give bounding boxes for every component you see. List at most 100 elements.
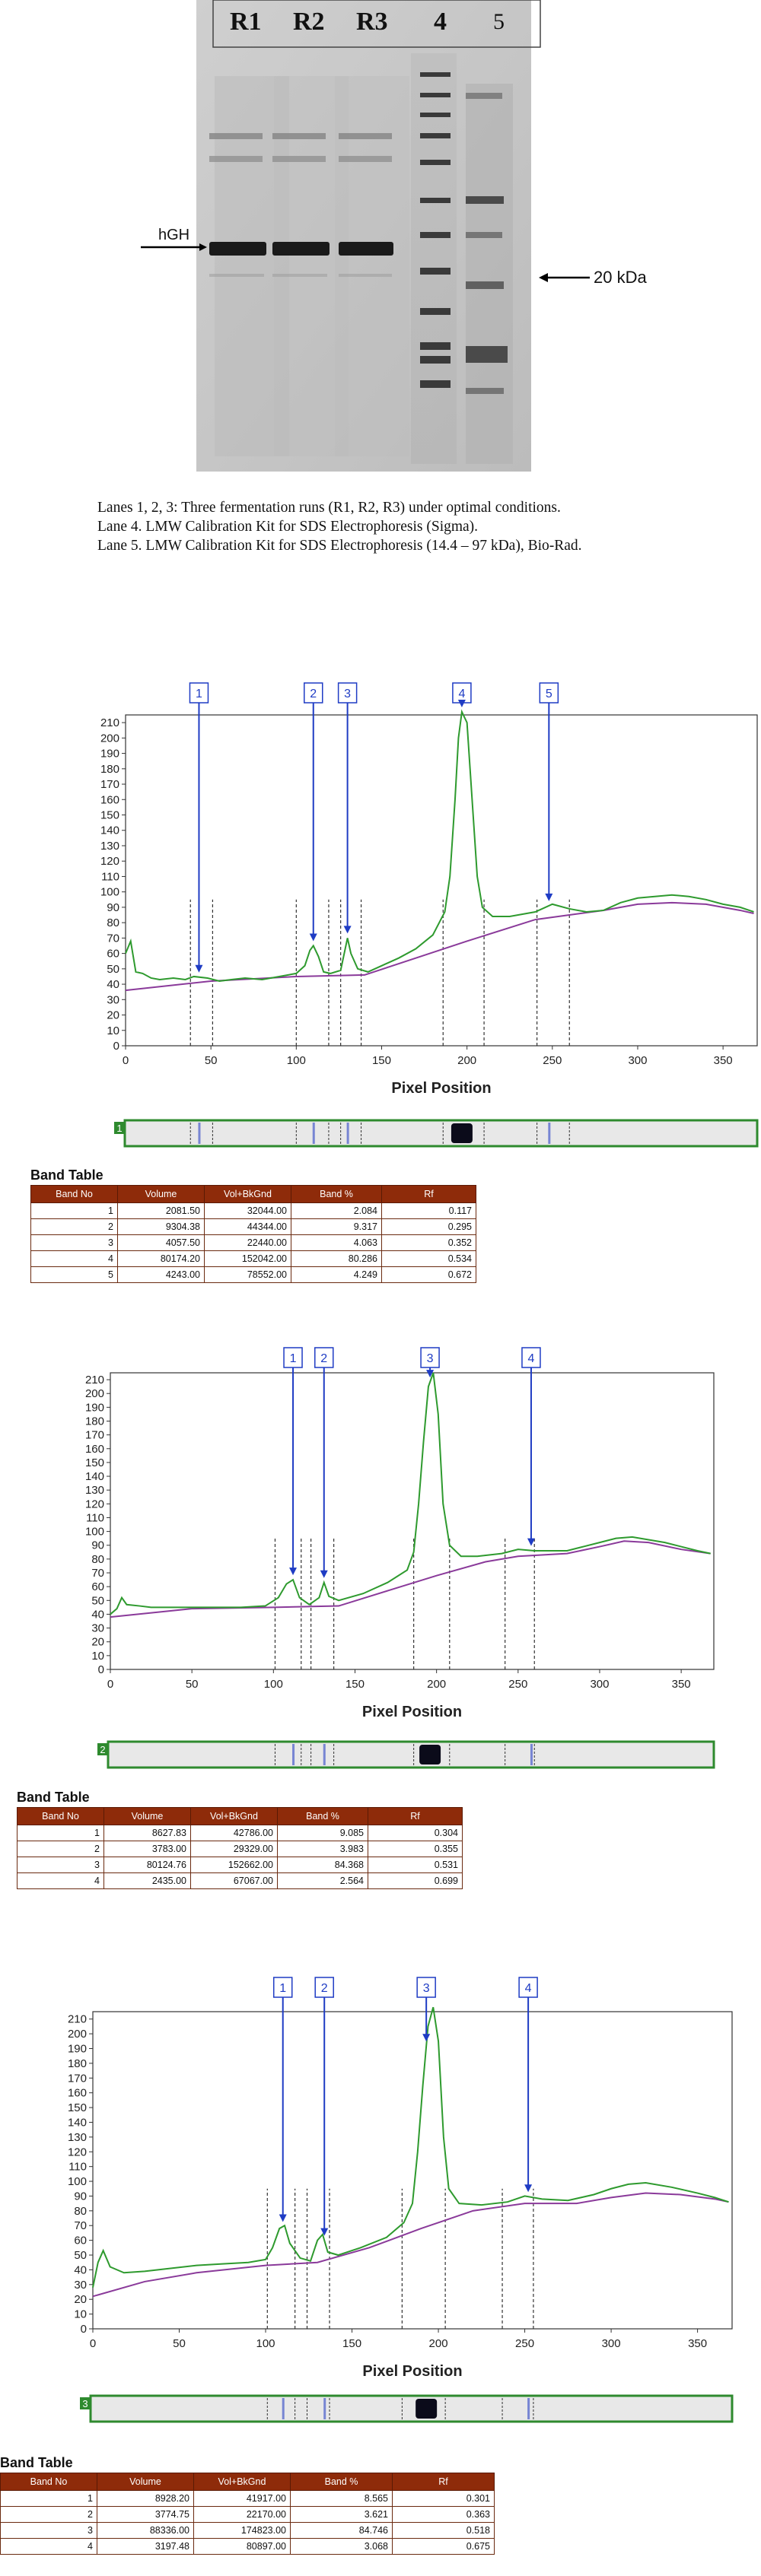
col-band-pct: Band % — [277, 1807, 368, 1825]
x-tick-label: 350 — [672, 1678, 691, 1691]
cell-volume: 4243.00 — [117, 1266, 205, 1283]
cell-band-no: 3 — [17, 1857, 104, 1873]
col-volume: Volume — [103, 1807, 191, 1825]
y-tick-label: 190 — [85, 1401, 104, 1414]
cell-band-pct: 3.621 — [290, 2506, 393, 2523]
y-tick-label: 170 — [100, 778, 119, 791]
band-marker-label: 2 — [320, 1352, 327, 1365]
x-axis-label: Pixel Position — [391, 1080, 491, 1097]
background-baseline — [125, 901, 754, 992]
x-tick-label: 200 — [457, 1054, 476, 1067]
lane-profile-chart-1: 0102030405060708090100110120130140150160… — [100, 682, 759, 1148]
band-marker-label: 3 — [344, 688, 351, 700]
plot-frame — [92, 2011, 733, 2330]
y-tick-label: 30 — [74, 2279, 87, 2292]
caption-line-2: Lane 4. LMW Calibration Kit for SDS Elec… — [97, 519, 479, 535]
y-tick-label: 10 — [107, 1024, 119, 1037]
cell-vol-bkgnd: 78552.00 — [204, 1266, 291, 1283]
band-marker-arrowhead — [524, 2184, 533, 2193]
lane-profile-chart-3: 0102030405060708090100110120130140150160… — [68, 1977, 734, 2423]
y-tick-label: 20 — [107, 1009, 119, 1022]
lane-5-ladder — [466, 93, 508, 394]
y-tick-label: 20 — [91, 1636, 104, 1649]
table-row: 2 3774.75 22170.00 3.621 0.363 — [0, 2506, 495, 2523]
y-tick-label: 10 — [74, 2308, 87, 2321]
cell-rf: 0.672 — [381, 1266, 476, 1283]
band-table-title: Band Table — [30, 1167, 103, 1183]
lane-label-r3: R3 — [356, 8, 388, 36]
table-row: 2 9304.38 44344.00 9.317 0.295 — [30, 1218, 476, 1235]
table-row: 3 88336.00 174823.00 84.746 0.518 — [0, 2522, 495, 2539]
cell-band-no: 4 — [17, 1872, 104, 1889]
y-tick-label: 80 — [107, 916, 119, 929]
table-row: 3 4057.50 22440.00 4.063 0.352 — [30, 1234, 476, 1251]
cell-vol-bkgnd: 22440.00 — [204, 1234, 291, 1251]
y-tick-label: 130 — [100, 840, 119, 853]
kda-label: 20 kDa — [594, 268, 647, 287]
y-tick-label: 170 — [68, 2072, 87, 2085]
band-marker-label: 2 — [310, 688, 317, 700]
cell-vol-bkgnd: 67067.00 — [190, 1872, 278, 1889]
cell-vol-bkgnd: 22170.00 — [193, 2506, 291, 2523]
band-marker-box — [521, 1347, 541, 1368]
x-tick-label: 150 — [342, 2337, 361, 2350]
band-marker-label: 4 — [525, 1982, 532, 1995]
intensity-profile — [125, 709, 754, 983]
band-table-2: Band Table Band No Volume Vol+BkGnd Band… — [17, 1790, 463, 1889]
band-marker-arrowhead — [289, 1568, 298, 1576]
y-tick-label: 20 — [74, 2293, 87, 2306]
gel-caption: Lanes 1, 2, 3: Three fermentation runs (… — [97, 498, 752, 555]
y-tick-label: 60 — [74, 2235, 87, 2247]
cell-band-no: 2 — [17, 1841, 104, 1857]
cell-band-pct: 3.068 — [290, 2538, 393, 2555]
cell-band-no: 5 — [30, 1266, 118, 1283]
y-tick-label: 170 — [85, 1429, 104, 1442]
background-baseline — [110, 1540, 711, 1618]
gel-section: R1 R2 R3 4 5 hGH 20 kDa Lanes 1, 2, 3: T… — [0, 0, 761, 631]
table-row: 2 3783.00 29329.00 3.983 0.355 — [17, 1841, 463, 1857]
band-marker-label: 4 — [528, 1352, 535, 1365]
lane-strip-band — [198, 1123, 201, 1144]
lane-r3 — [339, 133, 393, 277]
cell-rf: 0.117 — [381, 1202, 476, 1219]
cell-band-no: 3 — [30, 1234, 118, 1251]
y-tick-label: 180 — [100, 763, 119, 776]
lane-number: 3 — [82, 2398, 88, 2409]
y-tick-label: 200 — [85, 1387, 104, 1400]
y-tick-label: 140 — [68, 2116, 87, 2129]
y-tick-label: 130 — [68, 2131, 87, 2144]
y-tick-label: 90 — [91, 1539, 104, 1552]
band-marker-label: 1 — [290, 1352, 297, 1365]
lane-strip-main-band — [419, 1745, 441, 1764]
x-tick-label: 100 — [287, 1054, 306, 1067]
band-marker-arrowhead — [527, 1538, 535, 1546]
lane-strip-band — [530, 1744, 533, 1765]
band-marker-box — [272, 1977, 293, 1998]
x-tick-label: 100 — [256, 2337, 275, 2350]
y-tick-label: 110 — [68, 2161, 87, 2174]
y-tick-label: 30 — [91, 1622, 104, 1635]
lane-strip-main-band — [451, 1123, 473, 1143]
y-tick-label: 30 — [107, 993, 119, 1006]
y-tick-label: 50 — [91, 1594, 104, 1607]
lane-strip-tag — [80, 2397, 91, 2409]
y-tick-label: 160 — [68, 2087, 87, 2100]
col-band-pct: Band % — [290, 2473, 393, 2491]
cell-rf: 0.363 — [392, 2506, 495, 2523]
x-tick-label: 50 — [186, 1678, 199, 1691]
band-marker-arrowhead — [426, 1370, 435, 1378]
lane-number: 2 — [100, 1744, 105, 1755]
y-tick-label: 60 — [107, 948, 119, 961]
band-marker-arrowhead — [422, 2034, 431, 2042]
cell-rf: 0.518 — [392, 2522, 495, 2539]
cell-band-pct: 9.317 — [291, 1218, 382, 1235]
col-rf: Rf — [392, 2473, 495, 2491]
col-band-no: Band No — [0, 2473, 97, 2491]
cell-vol-bkgnd: 41917.00 — [193, 2490, 291, 2507]
x-tick-label: 150 — [372, 1054, 391, 1067]
y-tick-label: 190 — [68, 2042, 87, 2055]
lane-profile-chart-2: 0102030405060708090100110120130140150160… — [85, 1347, 715, 1769]
cell-band-no: 1 — [0, 2490, 97, 2507]
x-tick-label: 0 — [90, 2337, 96, 2350]
band-marker-arrowhead — [320, 1570, 328, 1578]
